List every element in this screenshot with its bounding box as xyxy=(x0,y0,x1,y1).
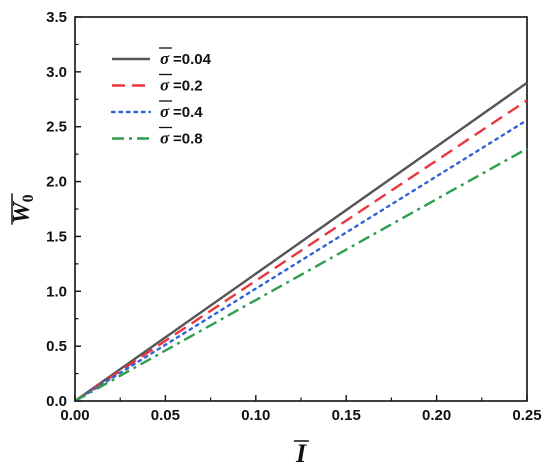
legend-symbol: σ xyxy=(160,129,170,148)
x-axis-title: I xyxy=(295,439,307,468)
y-tick-label: 0.0 xyxy=(46,393,67,410)
legend-item: σ =0.2 xyxy=(112,73,203,95)
y-tick-label: 0.5 xyxy=(46,338,67,355)
y-axis-title-subscript: 0 xyxy=(20,194,37,202)
x-tick-label: 0.00 xyxy=(60,407,89,424)
legend-symbol: σ xyxy=(160,102,170,121)
series-line-1 xyxy=(74,81,528,402)
x-tick-label: 0.20 xyxy=(422,407,451,424)
x-tick-label: 0.10 xyxy=(241,407,270,424)
y-tick-label: 2.0 xyxy=(46,174,67,191)
x-tick-label: 0.15 xyxy=(332,407,361,424)
y-tick-label: 3.5 xyxy=(46,9,67,26)
legend: σ =0.04σ =0.2σ =0.4σ =0.8 xyxy=(110,47,212,148)
legend-label: =0.04 xyxy=(173,51,212,68)
legend-label: =0.4 xyxy=(173,104,203,121)
axis-titles: IW0 xyxy=(9,193,309,468)
legend-item: σ =0.8 xyxy=(112,126,203,148)
y-tick-label: 1.0 xyxy=(46,283,67,300)
x-tick-label: 0.25 xyxy=(512,407,541,424)
y-tick-label: 1.5 xyxy=(46,228,67,245)
y-tick-label: 3.0 xyxy=(46,64,67,81)
legend-symbol: σ xyxy=(160,49,170,68)
x-tick-label: 0.05 xyxy=(151,407,180,424)
y-tick-label: 2.5 xyxy=(46,119,67,136)
legend-item: σ =0.04 xyxy=(112,47,212,68)
legend-label: =0.8 xyxy=(173,131,203,148)
axis-ticks: 0.00 0.05 0.10 0.15 0.20 0.25 0.0 0.5 1.0 1.5 2.0 2… xyxy=(46,9,541,424)
series-lines xyxy=(73,81,529,403)
legend-label: =0.2 xyxy=(173,78,203,95)
series-line-3 xyxy=(73,118,529,403)
legend-symbol: σ xyxy=(160,76,170,95)
series-line-2 xyxy=(74,99,528,402)
legend-item: σ =0.4 xyxy=(110,100,203,121)
series-line-4 xyxy=(74,147,528,403)
